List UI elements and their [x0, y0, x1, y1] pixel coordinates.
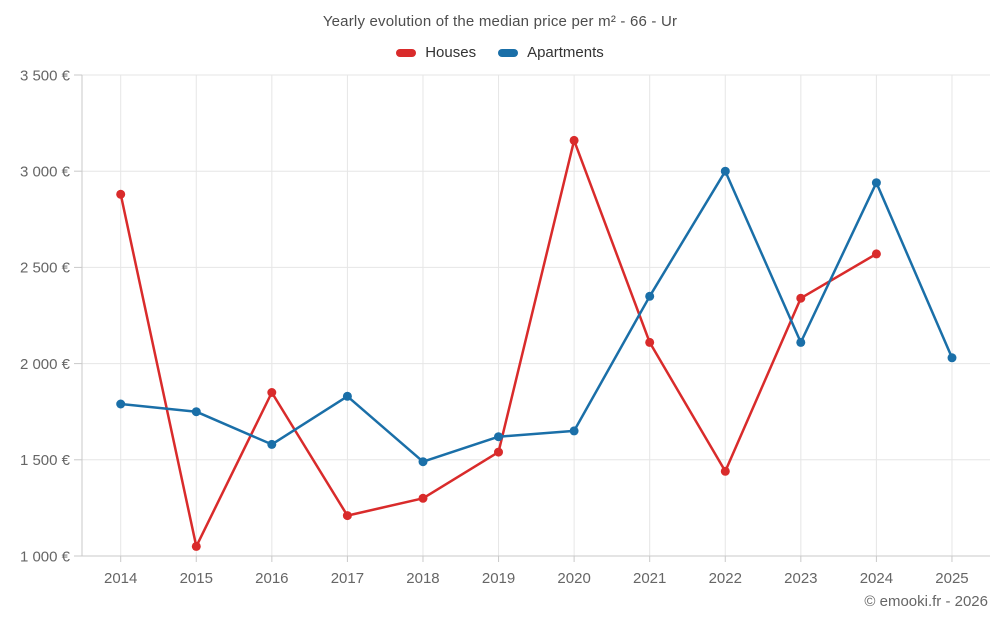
x-axis-label-2015: 2015	[180, 570, 213, 587]
point-apartments-2014[interactable]	[116, 399, 126, 409]
point-houses-2020[interactable]	[569, 135, 579, 145]
y-axis-label: 2 500 €	[20, 260, 71, 277]
watermark: © emooki.fr - 2026	[864, 593, 988, 610]
point-houses-2021[interactable]	[645, 337, 655, 347]
legend-label-houses: Houses	[425, 44, 477, 61]
y-axis-label: 1 500 €	[20, 452, 71, 469]
x-axis-label-2025: 2025	[935, 570, 968, 587]
legend-item-houses[interactable]: Houses	[396, 44, 476, 61]
legend-label-apartments: Apartments	[527, 44, 604, 61]
point-apartments-2019[interactable]	[494, 432, 503, 442]
x-axis-label-2023: 2023	[784, 570, 817, 587]
x-axis-label-2014: 2014	[104, 570, 137, 587]
point-apartments-2021[interactable]	[645, 291, 655, 301]
point-apartments-2025[interactable]	[947, 353, 957, 363]
series-line-apartments	[119, 169, 954, 463]
x-axis-label-2022: 2022	[709, 570, 742, 587]
point-houses-2017[interactable]	[342, 511, 352, 521]
point-houses-2023[interactable]	[796, 293, 806, 303]
apartments-series-marker-icon	[498, 48, 519, 57]
chart-title: Yearly evolution of the median price per…	[322, 13, 678, 30]
point-apartments-2024[interactable]	[871, 178, 881, 188]
point-houses-2024[interactable]	[871, 249, 881, 259]
x-axis-label-2016: 2016	[255, 570, 288, 587]
y-axis-label: 2 000 €	[20, 356, 71, 373]
x-axis-label-2017: 2017	[331, 570, 364, 587]
x-axis-label-2018: 2018	[406, 570, 439, 587]
point-apartments-2015[interactable]	[191, 407, 201, 417]
point-apartments-2018[interactable]	[418, 457, 428, 467]
point-apartments-2020[interactable]	[569, 426, 579, 436]
point-houses-2016[interactable]	[267, 388, 277, 397]
point-houses-2014[interactable]	[116, 189, 126, 199]
point-houses-2015[interactable]	[191, 541, 201, 551]
x-axis-label-2024: 2024	[860, 570, 893, 587]
y-axis-label: 3 500 €	[20, 67, 71, 84]
chart-legend: Houses Apartments	[0, 44, 1000, 61]
x-axis-label-2020: 2020	[557, 570, 590, 587]
point-houses-2019[interactable]	[494, 447, 503, 457]
houses-series-marker-icon	[396, 48, 417, 57]
legend-item-apartments[interactable]: Apartments	[498, 44, 604, 61]
point-houses-2022[interactable]	[720, 466, 730, 476]
point-apartments-2023[interactable]	[796, 337, 806, 347]
x-axis-label-2019: 2019	[482, 570, 515, 587]
y-axis-label: 1 000 €	[20, 548, 71, 565]
point-apartments-2017[interactable]	[342, 391, 352, 401]
point-apartments-2022[interactable]	[720, 166, 730, 176]
point-houses-2018[interactable]	[418, 493, 428, 503]
x-axis-label-2021: 2021	[633, 570, 666, 587]
point-apartments-2016[interactable]	[267, 439, 277, 449]
y-axis-label: 3 000 €	[20, 163, 71, 180]
